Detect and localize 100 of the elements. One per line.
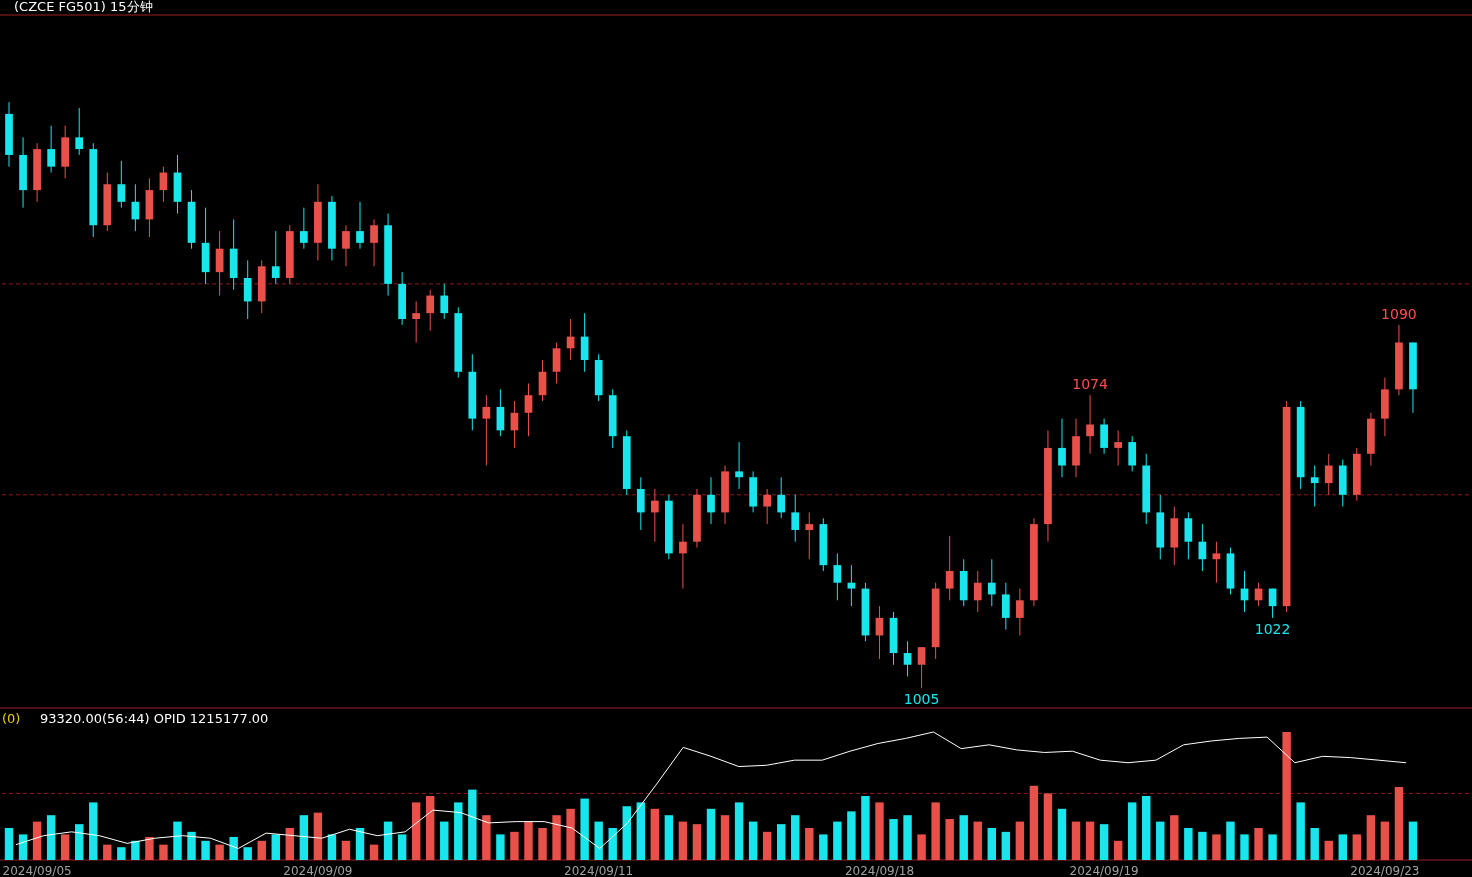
candlestick (833, 552, 842, 601)
bar (608, 828, 617, 860)
candlestick (763, 488, 772, 525)
chart-title: (CZCE FG501) 15分钟 (14, 0, 153, 14)
candlestick (482, 394, 491, 467)
candlestick (243, 259, 252, 320)
bar (257, 840, 266, 860)
candlestick (777, 476, 786, 519)
bar (776, 824, 786, 860)
annotation: 1022 (1254, 620, 1291, 637)
bar (1352, 834, 1362, 860)
candlestick (987, 558, 996, 607)
bar (1113, 840, 1123, 860)
bar (397, 834, 407, 860)
candlestick (791, 494, 800, 543)
candlestick (1324, 453, 1333, 496)
bar (510, 831, 519, 860)
bar (945, 819, 954, 860)
bar (145, 836, 154, 860)
x-tick-label: 2024/09/09 (283, 864, 353, 877)
bar (117, 847, 126, 860)
bar (1254, 828, 1263, 860)
bar (861, 796, 870, 860)
candlestick (552, 341, 561, 384)
bar (187, 831, 196, 860)
x-tick-label: 2024/09/23 (1350, 864, 1420, 877)
candlestick (805, 511, 814, 560)
bar (355, 828, 365, 860)
bar (1198, 831, 1207, 860)
bar (131, 840, 140, 860)
candlestick (299, 207, 308, 250)
bar (748, 821, 758, 860)
bar (1324, 840, 1333, 860)
bar (215, 844, 224, 860)
bar (1001, 831, 1011, 860)
bar (987, 828, 996, 860)
candlestick (1016, 588, 1024, 636)
bar (903, 815, 912, 860)
candlestick (973, 570, 982, 613)
bar (692, 824, 702, 860)
annotation: 1005 (903, 691, 940, 708)
candlestick (903, 640, 912, 677)
bar (1282, 732, 1291, 860)
candlestick (735, 441, 743, 490)
bar (1170, 815, 1179, 860)
bar (538, 828, 547, 860)
bar (313, 812, 323, 860)
candlestick (426, 289, 435, 332)
bar (201, 840, 210, 860)
candlestick (356, 201, 364, 250)
candlestick (271, 230, 280, 285)
bar (411, 802, 421, 860)
bar (594, 821, 603, 860)
bar (4, 828, 14, 860)
bar (468, 789, 477, 860)
text: (0) (2, 711, 21, 726)
candlestick (370, 218, 378, 267)
candlestick (1184, 511, 1193, 560)
bar (440, 821, 449, 860)
candlestick (1310, 465, 1319, 508)
bar (18, 834, 28, 860)
candlestick (945, 535, 954, 601)
bar (89, 802, 98, 860)
bar (75, 824, 84, 860)
bar (1127, 802, 1137, 860)
bar (805, 828, 814, 860)
candlestick (524, 382, 533, 437)
candlestick (1100, 418, 1108, 455)
bar (341, 840, 351, 860)
bar (622, 806, 631, 860)
bar (1099, 824, 1109, 860)
bar (1156, 821, 1165, 860)
bar (482, 815, 491, 860)
bar (271, 834, 280, 860)
bar (454, 802, 463, 860)
bar (1338, 834, 1347, 860)
bar (1268, 834, 1277, 860)
candlestick (47, 125, 55, 174)
bar (791, 815, 800, 860)
annotation: 1074 (1072, 376, 1108, 393)
bar (1408, 821, 1418, 860)
bar (173, 821, 182, 860)
x-tick-label: 2024/09/11 (564, 864, 634, 877)
bar (496, 834, 505, 860)
candlestick (580, 312, 589, 373)
bar (706, 808, 716, 860)
bar (1226, 821, 1235, 860)
bar (1212, 834, 1221, 860)
bar (931, 802, 940, 860)
bar (762, 831, 772, 860)
bar (552, 815, 561, 860)
bar (889, 819, 898, 860)
bar (819, 834, 828, 860)
candlestick (117, 160, 126, 209)
bar (1142, 796, 1151, 860)
bar (1296, 802, 1305, 860)
bar (1071, 821, 1081, 860)
bar (1366, 815, 1376, 860)
candlestick (1086, 394, 1094, 455)
candlestick (1212, 541, 1221, 584)
